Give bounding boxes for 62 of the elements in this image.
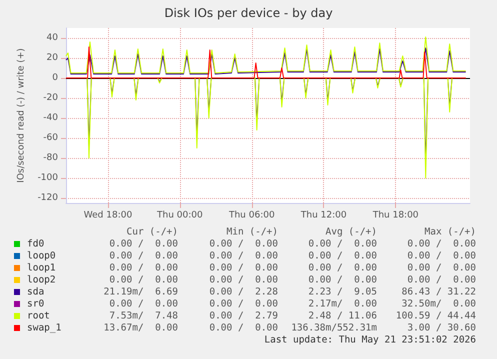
legend-label: fd0 (27, 238, 44, 250)
y-tick-label: 20 (46, 53, 58, 63)
text: 3.00 / 30.60 (407, 322, 476, 334)
text: 2.23 / 9.05 (308, 286, 377, 298)
y-axis-title: IOs/second read (-) / write (+) (16, 48, 26, 183)
text: 7.53m/ 7.48 (109, 310, 178, 322)
text: 13.67m/ 0.00 (104, 322, 178, 334)
x-tick-label: Thu 06:00 (228, 210, 275, 220)
y-tick-label: 0 (52, 73, 58, 83)
x-tick-label: Thu 18:00 (372, 210, 419, 220)
text: 0.00 / 0.00 (407, 250, 476, 262)
text: 0.00 / 0.00 (209, 238, 278, 250)
text: 0.00 / 2.28 (209, 286, 278, 298)
text: 2.48 / 11.06 (308, 310, 378, 322)
y-tick-label: -120 (38, 193, 58, 203)
text: 0.00 / 0.00 (209, 298, 278, 310)
text: Min (-/+) (226, 226, 278, 238)
chart-title: Disk IOs per device - by day (164, 6, 333, 20)
text: 0.00 / 0.00 (109, 250, 178, 262)
x-tick-label: Thu 00:00 (156, 210, 204, 220)
text: Last update: Thu May 21 23:51:02 2026 (264, 334, 476, 346)
legend-label: sda (27, 286, 44, 298)
text: Avg (-/+) (326, 226, 377, 238)
text: 136.38m/552.31m (291, 322, 378, 334)
legend-label: swap_1 (27, 322, 62, 334)
y-tick-label: -100 (38, 173, 58, 183)
text: 32.50m/ 0.00 (402, 298, 476, 310)
legend-label: loop0 (27, 250, 56, 262)
y-tick-label: -40 (43, 113, 58, 123)
text: 86.43 / 31.22 (402, 286, 476, 298)
text: 0.00 / 0.00 (407, 262, 476, 274)
text: 0.00 / 0.00 (109, 238, 178, 250)
text: 0.00 / 0.00 (209, 262, 278, 274)
text: 0.00 / 0.00 (209, 322, 278, 334)
text: Max (-/+) (424, 226, 476, 238)
y-tick-label: -80 (43, 153, 58, 163)
text: 0.00 / 2.79 (209, 310, 278, 322)
text: 2.17m/ 0.00 (308, 298, 378, 310)
x-tick-label: Wed 18:00 (84, 210, 132, 220)
text: 0.00 / 0.00 (308, 262, 378, 274)
text: 0.00 / 0.00 (209, 250, 278, 262)
x-tick-label: Thu 12:00 (300, 210, 347, 220)
legend-label: loop2 (27, 274, 56, 286)
line-series (66, 36, 466, 74)
text: 21.19m/ 6.69 (104, 286, 178, 298)
text: 0.00 / 0.00 (407, 274, 476, 286)
text: 100.59 / 44.44 (396, 310, 476, 322)
text: Cur (-/+) (126, 226, 178, 238)
text: 0.00 / 0.00 (109, 274, 178, 286)
text: 0.00 / 0.00 (308, 274, 378, 286)
legend-label: loop1 (27, 262, 56, 274)
text: 0.00 / 0.00 (109, 298, 178, 310)
text: 0.00 / 0.00 (308, 238, 378, 250)
y-tick-label: -60 (43, 133, 58, 143)
legend-label: root (27, 310, 50, 322)
text: 0.00 / 0.00 (209, 274, 278, 286)
legend-label: sr0 (27, 298, 44, 310)
text: 0.00 / 0.00 (109, 262, 178, 274)
y-tick-label: 40 (46, 33, 58, 43)
y-tick-label: -20 (43, 93, 58, 103)
text: 0.00 / 0.00 (308, 250, 378, 262)
text: 0.00 / 0.00 (407, 238, 476, 250)
